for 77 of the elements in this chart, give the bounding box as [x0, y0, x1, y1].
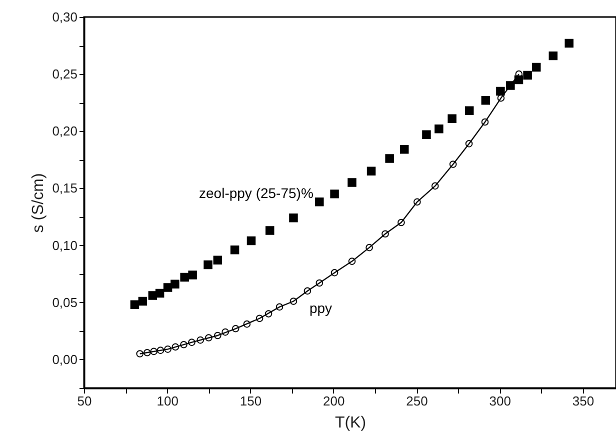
- point: [330, 190, 339, 198]
- point: [205, 334, 212, 342]
- point: [232, 324, 240, 332]
- point: [256, 314, 264, 322]
- y-tick-label: 0,05: [52, 294, 78, 310]
- point: [348, 258, 356, 265]
- point: [170, 280, 180, 288]
- x-tick-label: 100: [156, 394, 178, 408]
- point: [465, 140, 473, 148]
- point: [230, 246, 240, 254]
- point: [366, 166, 376, 176]
- point: [180, 272, 189, 282]
- point: [414, 198, 421, 206]
- x-tick-label: 50: [77, 394, 92, 408]
- point: [130, 300, 140, 310]
- point: [144, 348, 151, 356]
- x-tick-label: 200: [323, 394, 345, 408]
- y-tick-label: 0,25: [52, 66, 78, 82]
- point: [290, 298, 298, 305]
- point: [304, 287, 312, 295]
- y-tick-label: 0,15: [52, 180, 78, 196]
- series-label: zeol-ppy (25-75)%: [199, 184, 314, 201]
- point: [398, 218, 405, 226]
- point: [315, 198, 324, 206]
- point: [155, 288, 164, 298]
- point: [163, 283, 172, 292]
- y-tick-label: 0,30: [52, 10, 78, 24]
- point: [214, 332, 222, 340]
- y-tick-label: 0,20: [52, 124, 78, 139]
- point: [136, 350, 144, 358]
- series-label: ppy: [309, 300, 332, 316]
- point: [448, 114, 456, 123]
- point: [188, 270, 197, 280]
- x-tick-label: 150: [240, 394, 262, 408]
- point: [276, 303, 284, 311]
- point: [164, 346, 172, 353]
- point: [366, 244, 373, 252]
- point: [222, 328, 229, 336]
- point: [180, 340, 188, 348]
- point: [316, 279, 324, 287]
- point: [289, 214, 298, 222]
- point: [532, 62, 541, 72]
- point: [464, 106, 474, 115]
- point: [264, 310, 272, 318]
- point: [382, 230, 389, 238]
- point: [523, 70, 532, 80]
- x-tick-label: 350: [572, 394, 594, 408]
- point: [213, 256, 222, 265]
- point: [431, 182, 439, 190]
- point: [400, 145, 409, 154]
- x-axis-title: T(K): [334, 414, 366, 432]
- point: [243, 320, 251, 328]
- x-tick-label: 300: [489, 394, 511, 408]
- point: [385, 154, 394, 163]
- point: [156, 346, 164, 354]
- point: [434, 124, 444, 134]
- point: [246, 236, 256, 246]
- point: [481, 96, 490, 105]
- point: [150, 348, 158, 356]
- point: [548, 51, 558, 60]
- point: [481, 118, 489, 126]
- point: [348, 178, 356, 187]
- point: [496, 86, 505, 96]
- y-tick-label: 0,00: [52, 352, 78, 367]
- x-tick-label: 250: [406, 394, 428, 408]
- point: [196, 336, 204, 344]
- y-axis-title: s (S/cm): [30, 173, 48, 233]
- point: [138, 296, 148, 306]
- point: [265, 226, 274, 235]
- point: [188, 338, 196, 346]
- y-tick-label: 0,10: [52, 238, 78, 253]
- point: [172, 343, 180, 351]
- point: [564, 38, 574, 48]
- point: [204, 260, 212, 270]
- point: [422, 130, 431, 139]
- point: [330, 269, 338, 276]
- point: [449, 160, 457, 168]
